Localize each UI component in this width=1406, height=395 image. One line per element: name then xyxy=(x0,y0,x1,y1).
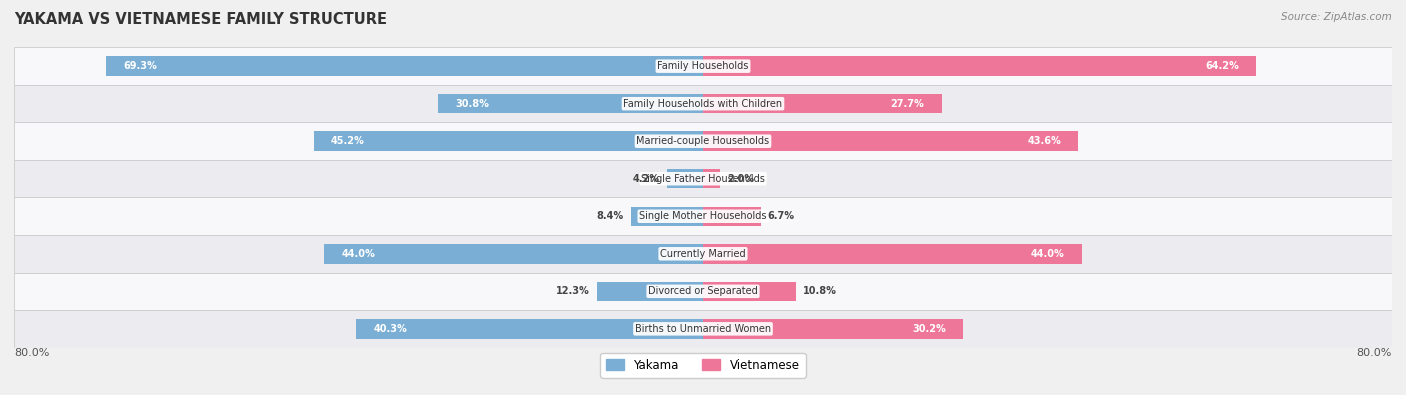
Text: Source: ZipAtlas.com: Source: ZipAtlas.com xyxy=(1281,12,1392,22)
Text: Divorced or Separated: Divorced or Separated xyxy=(648,286,758,296)
FancyBboxPatch shape xyxy=(14,235,1392,273)
Text: 40.3%: 40.3% xyxy=(373,324,406,334)
FancyBboxPatch shape xyxy=(14,310,1392,348)
Bar xyxy=(703,207,761,226)
Bar xyxy=(703,244,1083,263)
Text: 64.2%: 64.2% xyxy=(1205,61,1239,71)
FancyBboxPatch shape xyxy=(14,47,1392,85)
Text: 8.4%: 8.4% xyxy=(596,211,624,221)
Bar xyxy=(703,319,963,339)
Legend: Yakama, Vietnamese: Yakama, Vietnamese xyxy=(600,353,806,378)
Bar xyxy=(437,94,703,113)
Text: Births to Unmarried Women: Births to Unmarried Women xyxy=(636,324,770,334)
Text: Currently Married: Currently Married xyxy=(661,249,745,259)
FancyBboxPatch shape xyxy=(14,85,1392,122)
Text: YAKAMA VS VIETNAMESE FAMILY STRUCTURE: YAKAMA VS VIETNAMESE FAMILY STRUCTURE xyxy=(14,12,387,27)
Bar xyxy=(631,207,703,226)
Text: 10.8%: 10.8% xyxy=(803,286,837,296)
Text: 12.3%: 12.3% xyxy=(557,286,591,296)
Bar xyxy=(703,282,796,301)
Text: 4.2%: 4.2% xyxy=(633,174,659,184)
Text: 69.3%: 69.3% xyxy=(124,61,157,71)
Text: 27.7%: 27.7% xyxy=(890,99,924,109)
Text: 30.8%: 30.8% xyxy=(456,99,489,109)
Text: 6.7%: 6.7% xyxy=(768,211,794,221)
Bar xyxy=(703,94,942,113)
Bar xyxy=(314,132,703,151)
Text: 2.0%: 2.0% xyxy=(727,174,754,184)
Text: Single Father Households: Single Father Households xyxy=(641,174,765,184)
Bar xyxy=(703,169,720,188)
Text: 80.0%: 80.0% xyxy=(14,348,49,357)
Text: 30.2%: 30.2% xyxy=(912,324,946,334)
Bar xyxy=(703,132,1078,151)
Bar xyxy=(703,56,1256,76)
Bar xyxy=(356,319,703,339)
Bar xyxy=(107,56,703,76)
Bar xyxy=(666,169,703,188)
Bar xyxy=(323,244,703,263)
Text: Married-couple Households: Married-couple Households xyxy=(637,136,769,146)
FancyBboxPatch shape xyxy=(14,198,1392,235)
Text: 45.2%: 45.2% xyxy=(330,136,364,146)
FancyBboxPatch shape xyxy=(14,273,1392,310)
Text: 43.6%: 43.6% xyxy=(1028,136,1062,146)
Text: 80.0%: 80.0% xyxy=(1357,348,1392,357)
Text: 44.0%: 44.0% xyxy=(1031,249,1064,259)
Bar xyxy=(598,282,703,301)
Text: Family Households with Children: Family Households with Children xyxy=(623,99,783,109)
Text: 44.0%: 44.0% xyxy=(342,249,375,259)
FancyBboxPatch shape xyxy=(14,122,1392,160)
Text: Family Households: Family Households xyxy=(658,61,748,71)
Text: Single Mother Households: Single Mother Households xyxy=(640,211,766,221)
FancyBboxPatch shape xyxy=(14,160,1392,198)
